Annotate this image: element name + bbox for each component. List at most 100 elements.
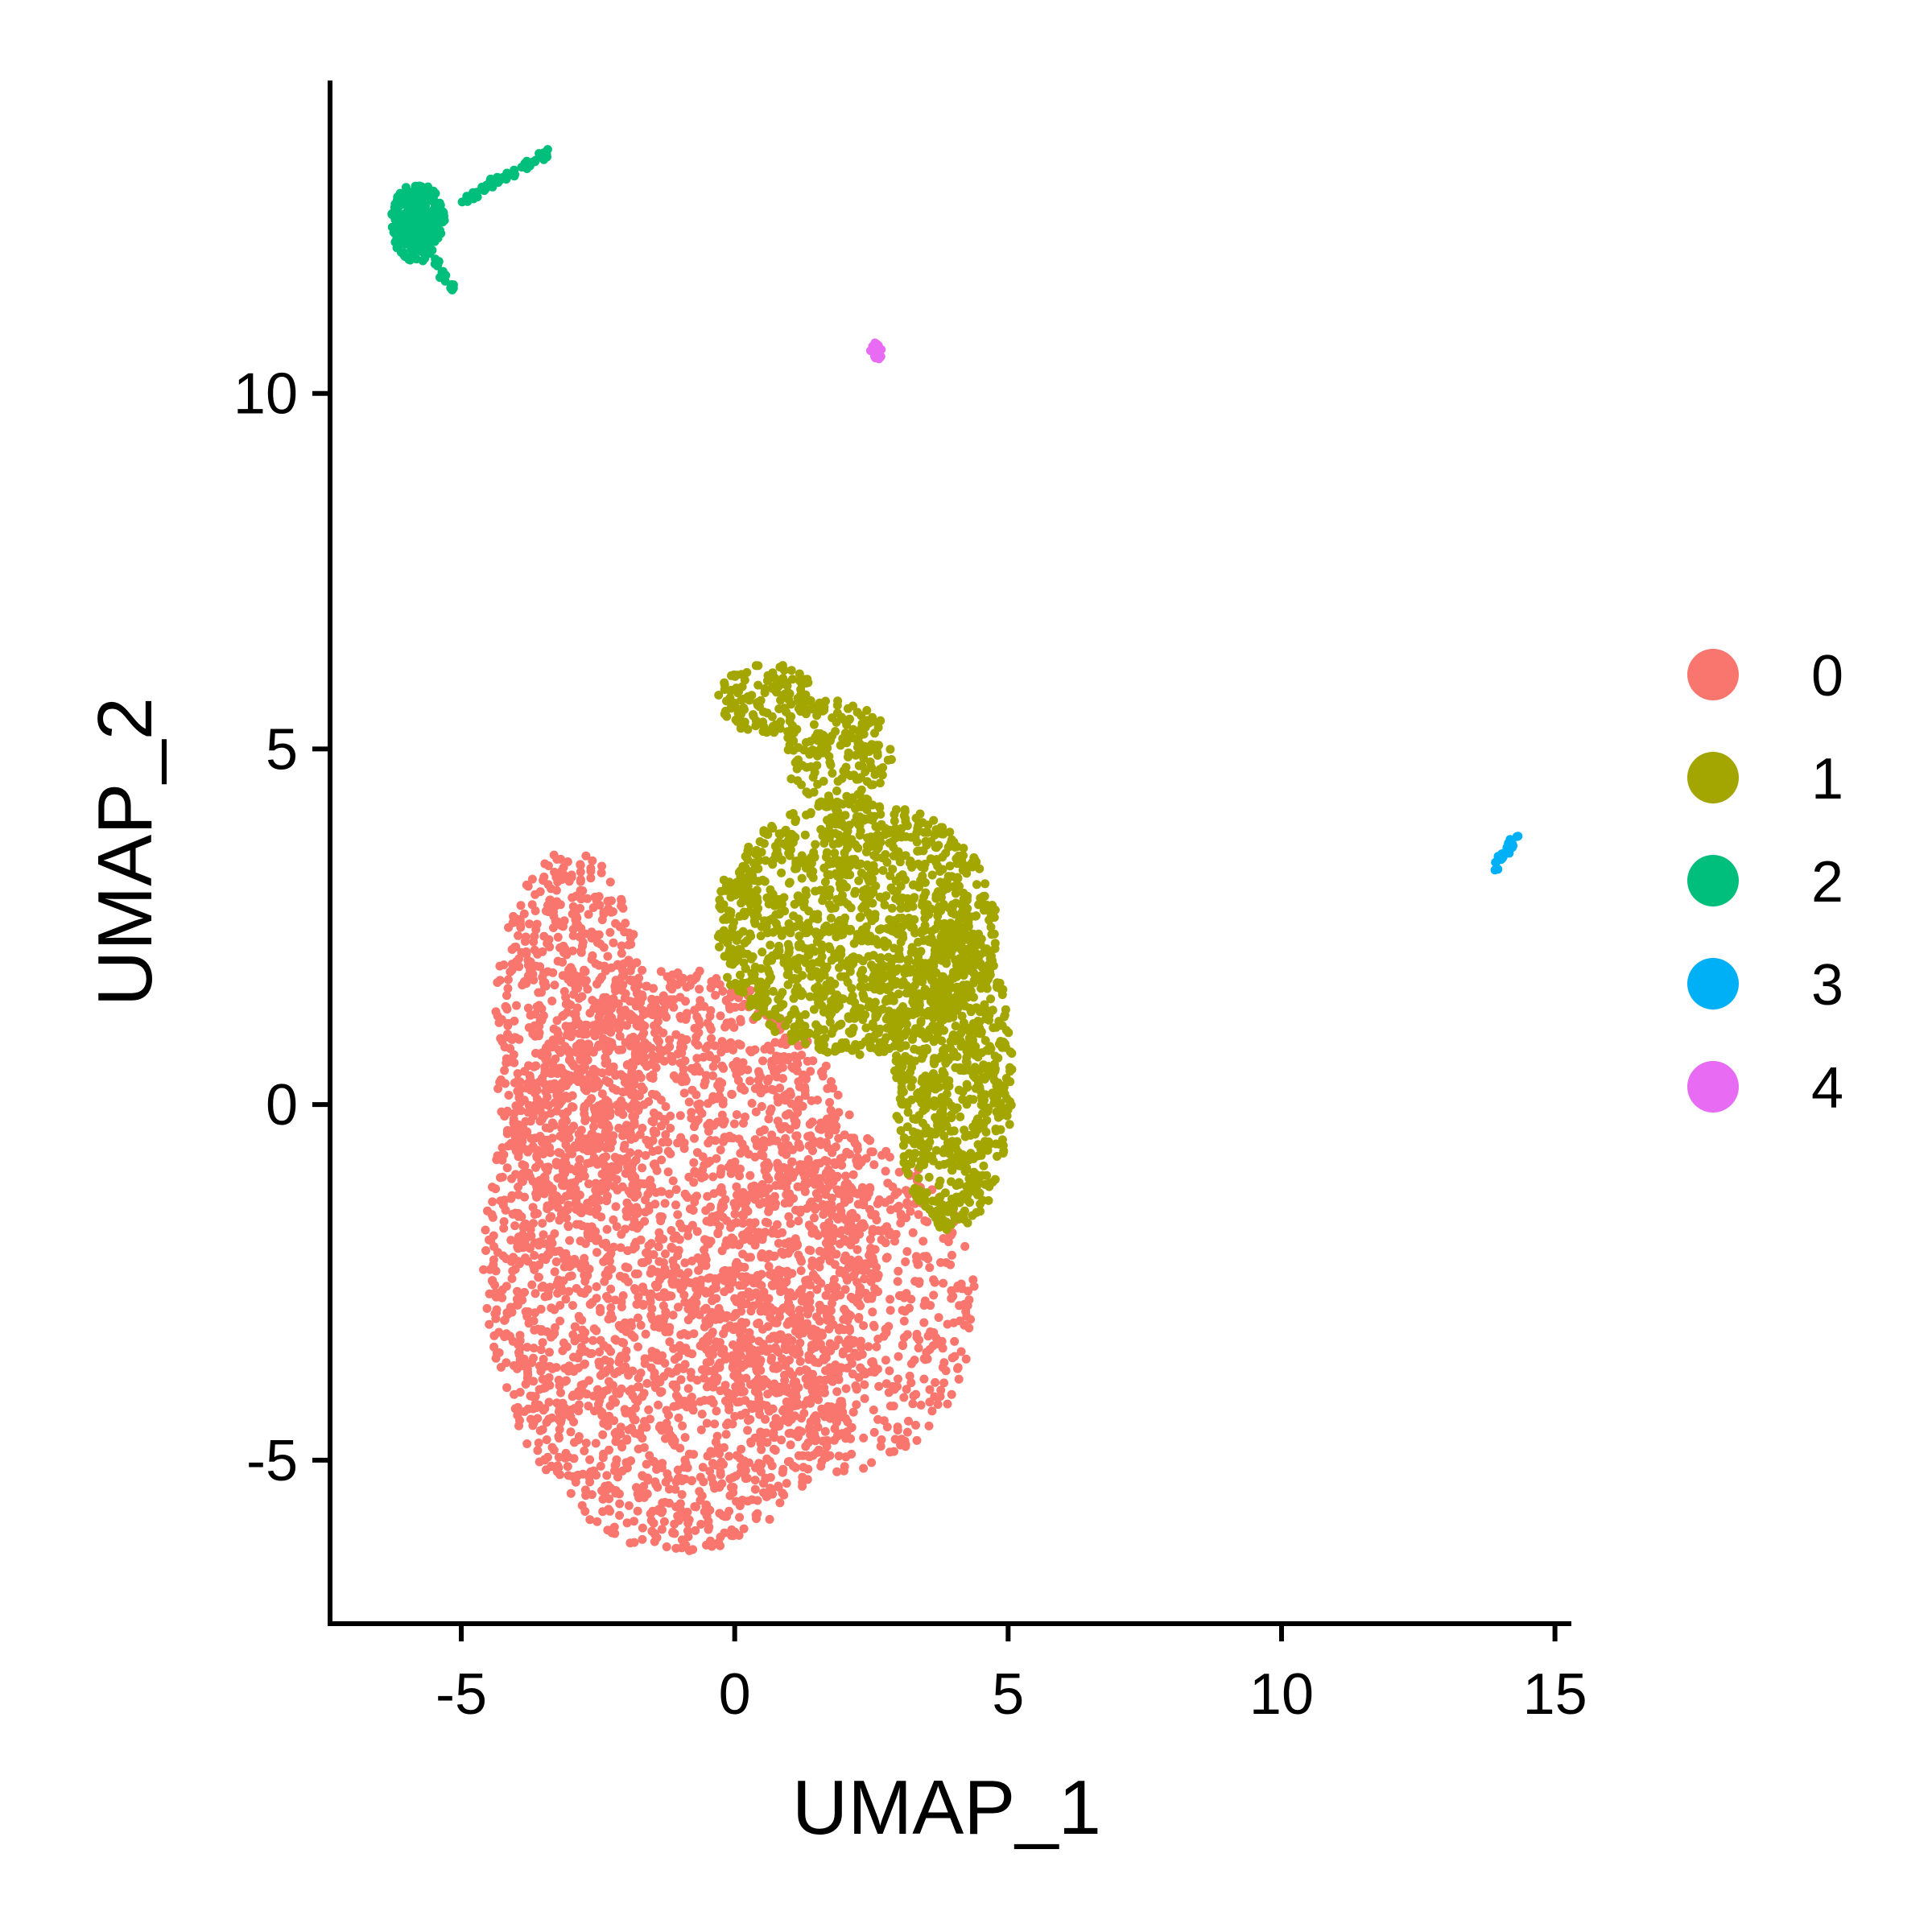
data-point bbox=[768, 1228, 777, 1238]
data-point bbox=[599, 1418, 609, 1428]
data-point bbox=[807, 972, 816, 981]
data-point bbox=[700, 1160, 709, 1170]
data-point bbox=[689, 1158, 699, 1167]
data-point bbox=[771, 1005, 781, 1014]
data-point bbox=[831, 1142, 840, 1152]
data-point bbox=[503, 984, 513, 993]
data-point bbox=[650, 1162, 660, 1171]
data-point bbox=[568, 968, 576, 977]
data-point bbox=[523, 1003, 533, 1013]
data-point bbox=[848, 1170, 858, 1179]
data-point bbox=[738, 1281, 748, 1290]
data-point bbox=[800, 1296, 810, 1306]
data-point bbox=[583, 1285, 592, 1294]
data-point bbox=[777, 1435, 786, 1445]
data-point bbox=[743, 855, 753, 865]
data-point bbox=[701, 1303, 711, 1313]
data-point bbox=[902, 1213, 910, 1223]
data-point bbox=[603, 1174, 613, 1184]
data-point bbox=[525, 919, 535, 929]
data-point bbox=[751, 1012, 761, 1022]
data-point bbox=[808, 867, 818, 876]
data-point bbox=[563, 1008, 572, 1018]
data-point bbox=[638, 1123, 647, 1133]
data-point bbox=[573, 1077, 583, 1087]
data-point bbox=[518, 1223, 528, 1232]
data-point bbox=[760, 877, 770, 886]
data-point bbox=[910, 914, 919, 924]
data-point bbox=[711, 1212, 720, 1220]
data-point bbox=[882, 1023, 892, 1033]
data-point bbox=[543, 1204, 552, 1213]
data-point bbox=[677, 1543, 687, 1553]
data-point bbox=[924, 1421, 934, 1430]
data-point bbox=[502, 1054, 511, 1063]
data-point bbox=[559, 1067, 568, 1077]
data-point bbox=[593, 1385, 602, 1394]
data-point bbox=[494, 1018, 504, 1027]
data-point bbox=[857, 1342, 866, 1352]
data-point bbox=[732, 1182, 741, 1191]
data-point bbox=[757, 1445, 766, 1455]
data-point bbox=[751, 1107, 761, 1117]
data-point bbox=[649, 1456, 658, 1466]
data-point bbox=[602, 1485, 612, 1495]
data-point bbox=[694, 1265, 704, 1275]
data-point bbox=[823, 1245, 832, 1255]
data-point bbox=[507, 945, 517, 954]
data-point bbox=[573, 1068, 582, 1078]
data-point bbox=[826, 1105, 836, 1115]
data-point bbox=[683, 1507, 692, 1517]
data-point bbox=[553, 932, 563, 942]
data-point bbox=[840, 916, 848, 926]
data-point bbox=[772, 1072, 782, 1082]
data-point bbox=[820, 1204, 830, 1214]
data-point bbox=[798, 1101, 807, 1111]
data-point bbox=[860, 1393, 869, 1403]
data-point bbox=[591, 1185, 601, 1195]
data-point bbox=[523, 1404, 533, 1414]
data-point bbox=[889, 1402, 898, 1411]
data-point bbox=[658, 1498, 667, 1508]
data-point bbox=[774, 1239, 783, 1248]
data-point bbox=[579, 1046, 588, 1055]
data-point bbox=[768, 987, 778, 996]
data-point bbox=[638, 1534, 647, 1544]
data-point bbox=[601, 1059, 610, 1068]
data-point bbox=[751, 1510, 761, 1520]
data-point bbox=[706, 1005, 716, 1015]
data-point bbox=[617, 1443, 627, 1452]
data-point bbox=[661, 1102, 671, 1112]
data-point bbox=[674, 1363, 683, 1373]
data-point bbox=[597, 868, 606, 877]
data-point bbox=[771, 1181, 781, 1191]
data-point bbox=[620, 1274, 630, 1283]
data-point bbox=[828, 1084, 838, 1093]
data-point bbox=[800, 1084, 810, 1093]
data-point bbox=[691, 1038, 700, 1047]
data-point bbox=[575, 1154, 584, 1164]
data-point bbox=[665, 1042, 675, 1051]
data-point bbox=[825, 1018, 835, 1027]
data-point bbox=[690, 1166, 700, 1176]
data-point bbox=[631, 1090, 641, 1100]
data-point bbox=[542, 1435, 551, 1444]
data-point bbox=[603, 1344, 613, 1353]
data-point bbox=[668, 1527, 678, 1537]
data-point bbox=[925, 1397, 935, 1407]
data-point bbox=[572, 1042, 581, 1051]
data-point bbox=[953, 1363, 963, 1373]
data-point bbox=[986, 909, 996, 919]
data-point bbox=[568, 1301, 577, 1311]
data-point bbox=[580, 1335, 589, 1344]
data-point bbox=[931, 1377, 940, 1387]
data-point bbox=[760, 1166, 770, 1175]
data-point bbox=[617, 941, 626, 951]
data-point bbox=[852, 1159, 862, 1169]
data-point bbox=[581, 1273, 591, 1282]
data-point bbox=[556, 1195, 565, 1205]
data-point bbox=[706, 1202, 715, 1212]
data-point bbox=[632, 958, 642, 968]
data-point bbox=[537, 1325, 547, 1335]
data-point bbox=[805, 1167, 814, 1177]
